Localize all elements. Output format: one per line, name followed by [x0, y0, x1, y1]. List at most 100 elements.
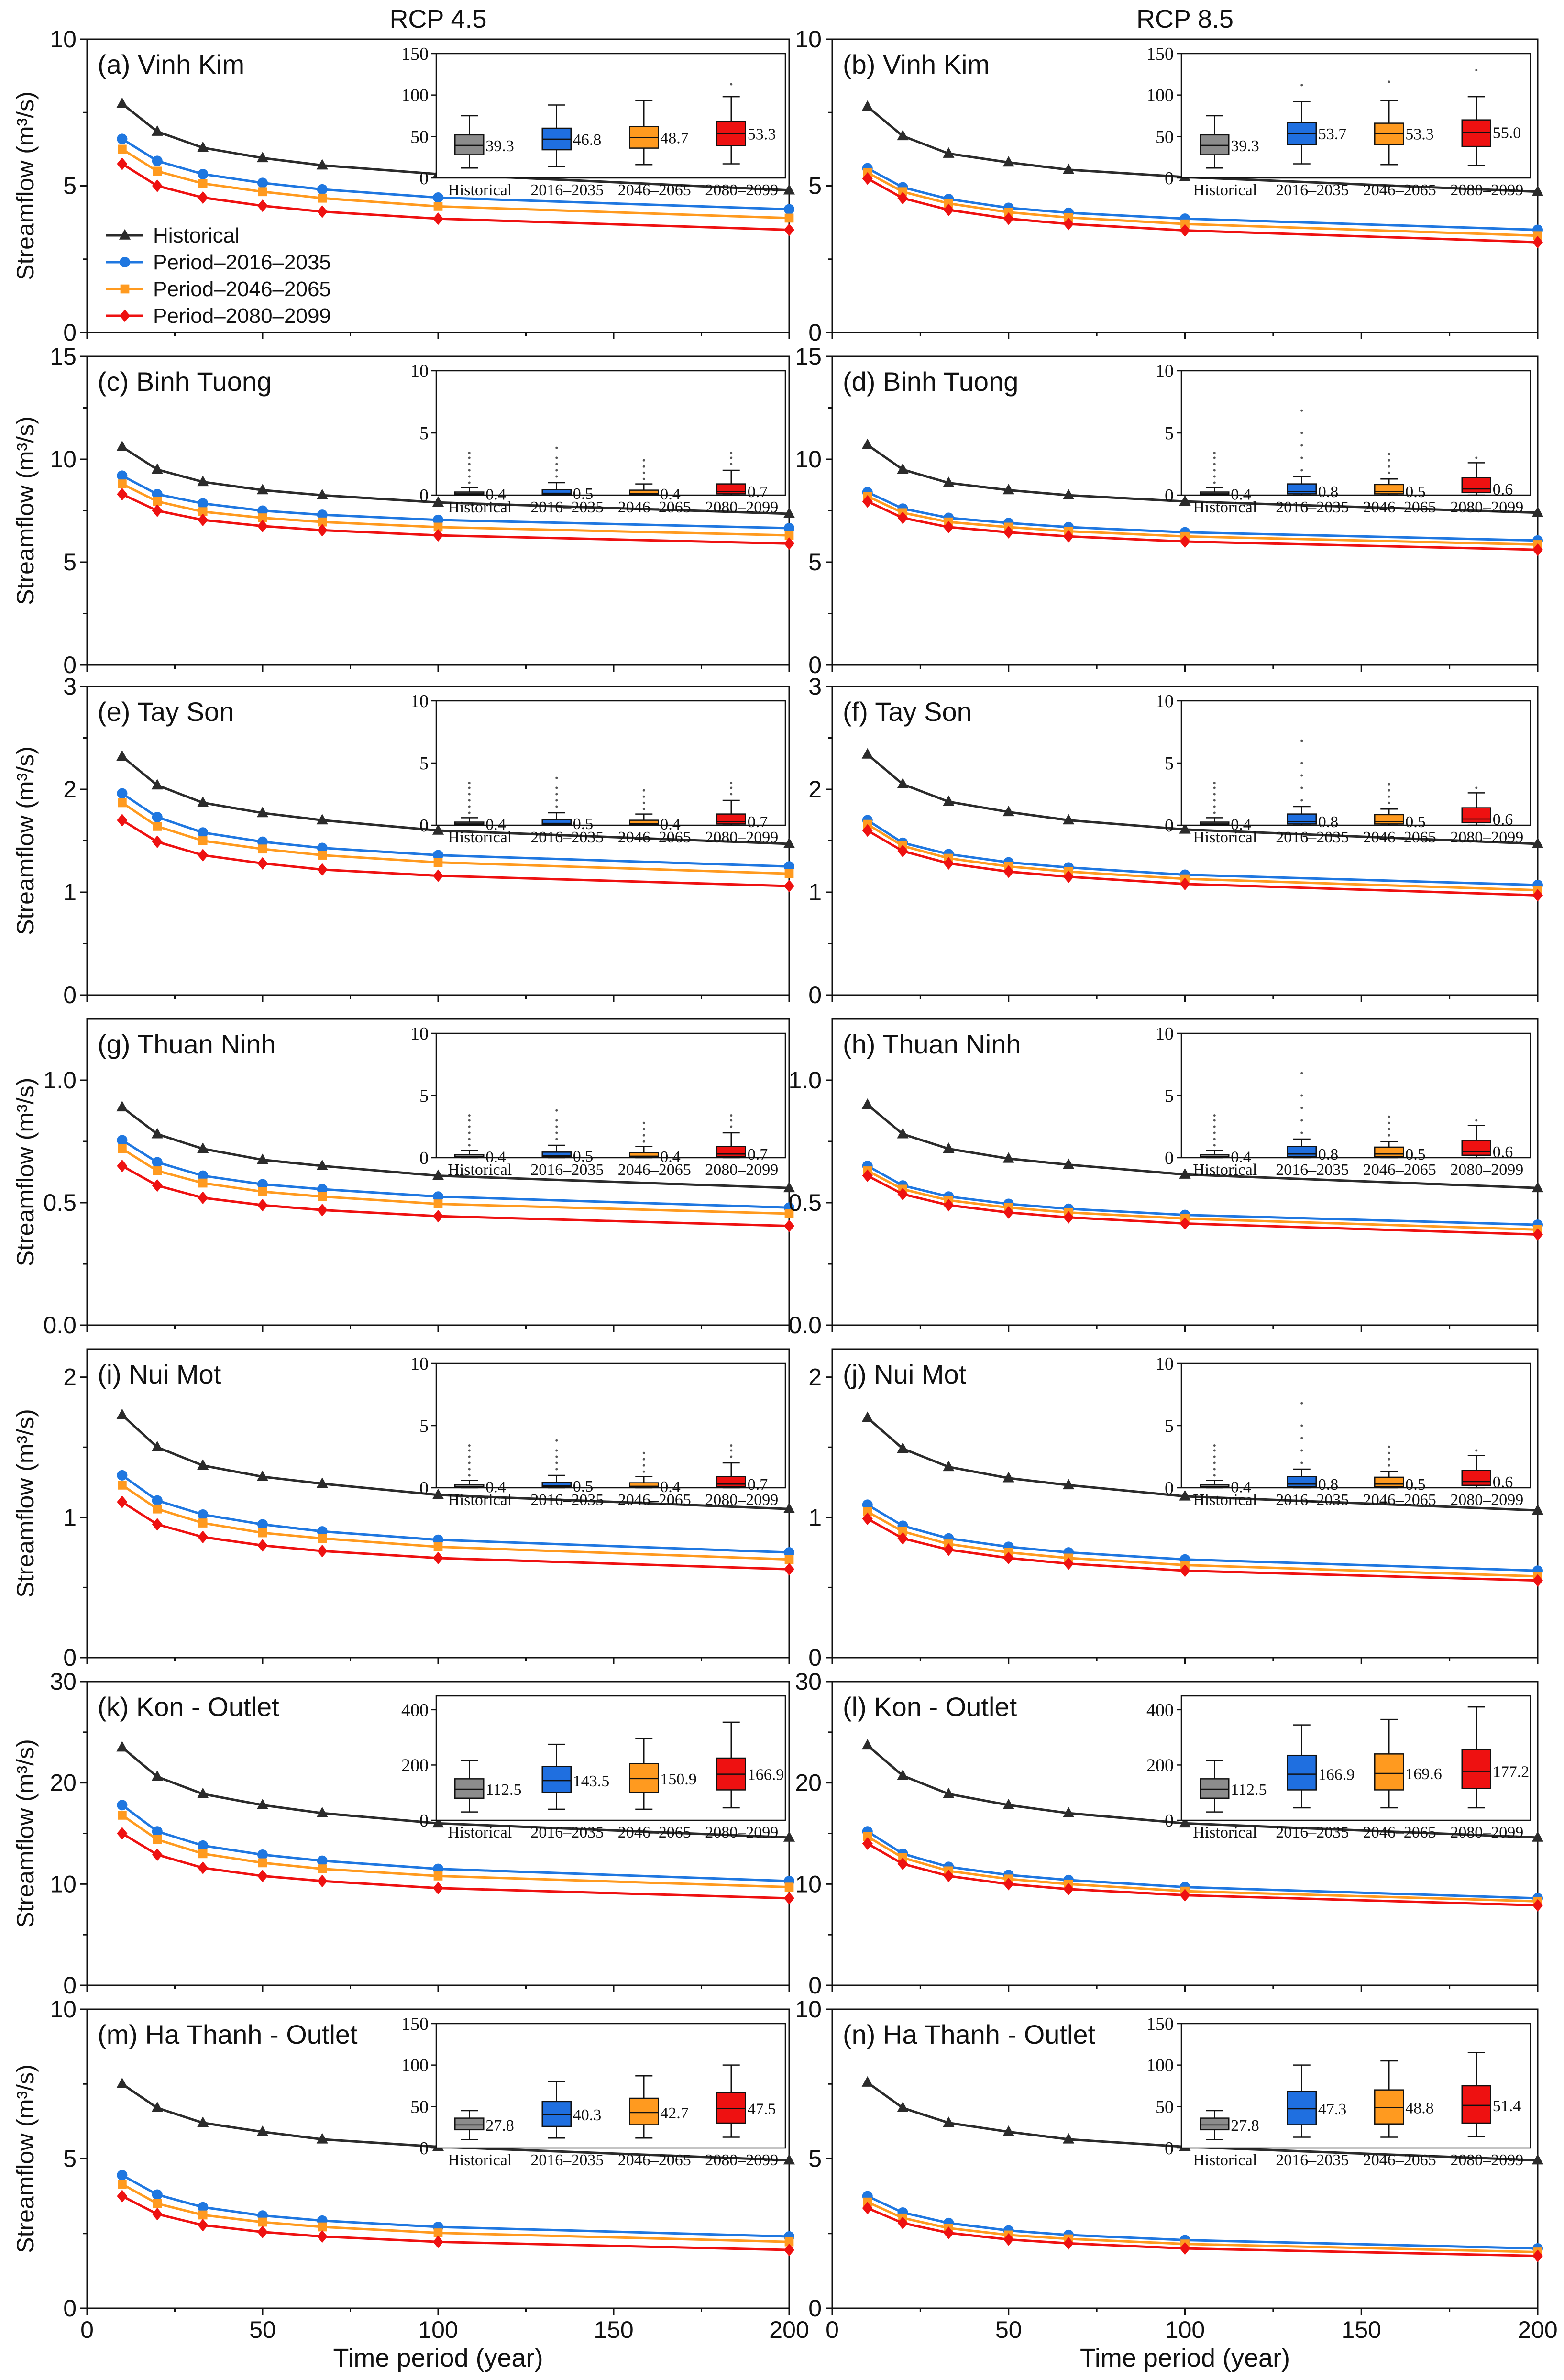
inset-boxplot: 05100.4Historical0.52016–20350.42046–206… — [410, 691, 786, 846]
box-body — [1287, 1476, 1317, 1487]
box-outlier — [730, 83, 733, 86]
inset-category-label: 2016–2035 — [530, 1824, 604, 1841]
period-2046-marker — [198, 1518, 208, 1528]
x-tick-label: 0 — [826, 2316, 839, 2343]
inset-boxplot: 0 200 400 112.5 Historical 143.5 2016–2035 150.… — [401, 1695, 786, 1841]
y-axis-label: Streamflow (m³/s) — [12, 1409, 39, 1597]
period-2080-marker — [784, 2243, 794, 2257]
box-median-label: 112.5 — [1231, 1781, 1267, 1799]
period-2080-marker — [198, 191, 209, 204]
historical-marker — [1179, 1168, 1191, 1179]
inset-category-label: 2046–2065 — [618, 1161, 691, 1179]
x-tick-label: 200 — [1518, 2316, 1557, 2343]
box-outlier — [730, 456, 733, 459]
box-median-label: 0.4 — [660, 486, 681, 503]
box-body — [1461, 2085, 1491, 2124]
period-2046-marker — [118, 1811, 127, 1820]
inset-y-tick-label: 150 — [1146, 2014, 1174, 2034]
historical-marker — [197, 476, 209, 487]
period-2080-marker — [897, 1532, 908, 1545]
box-outlier — [468, 1444, 471, 1447]
inset-category-label: Historical — [448, 498, 512, 516]
box-outlier — [642, 1458, 645, 1461]
box-outlier — [1388, 1445, 1390, 1448]
inset-category-label: Historical — [1193, 498, 1257, 516]
period-2080-marker — [1532, 2249, 1543, 2262]
inset-y-tick-label: 5 — [419, 753, 429, 774]
inset-y-tick-label: 0 — [1165, 816, 1174, 836]
box-outlier — [642, 471, 645, 474]
historical-marker — [1063, 1479, 1075, 1490]
period-2016-marker — [152, 2189, 163, 2200]
historical-marker — [1002, 156, 1014, 167]
period-2046-marker — [433, 2228, 443, 2237]
panel-label: (j) Nui Mot — [843, 1359, 967, 1389]
y-tick-label: 0 — [63, 982, 77, 1008]
period-2080-marker — [1063, 870, 1074, 883]
period-2046-marker — [433, 1871, 443, 1881]
historical-marker — [197, 1459, 209, 1470]
y-tick-label: 3 — [808, 673, 822, 700]
inset-category-label: 2016–2035 — [530, 1161, 604, 1179]
period-2016-marker — [117, 788, 128, 799]
box-outlier — [468, 452, 471, 454]
period-2046-marker — [1064, 213, 1073, 222]
historical-marker — [256, 1470, 269, 1481]
panel-space — [138, 2019, 145, 2049]
historical-marker — [897, 1769, 909, 1780]
period-2046-marker — [153, 497, 162, 506]
box-outlier — [555, 1461, 558, 1464]
panel-c: 0 5 10 15 Streamflow (m³/s) (c) Binh Tuong 0 5 1… — [12, 343, 795, 678]
historical-marker — [1002, 1799, 1014, 1810]
box-outlier — [1213, 805, 1216, 808]
period-2016-marker — [198, 498, 209, 509]
period-2046-marker — [318, 2222, 327, 2232]
panel-id: (f) — [843, 697, 868, 727]
period-2080-marker — [862, 1169, 873, 1182]
legend-label: Historical — [153, 224, 240, 247]
box-outlier — [1388, 1134, 1390, 1137]
inset-y-tick-label: 10 — [1156, 1354, 1174, 1374]
panel-id: (c) — [98, 366, 129, 397]
panel-h: 0.0 0.5 1.0 (h) Thuan Ninh 0 5 10 0.4Historical… — [788, 1018, 1544, 1339]
historical-marker — [1002, 1152, 1014, 1163]
x-tick-label: 150 — [1342, 2316, 1381, 2343]
x-tick-label: 100 — [1165, 2316, 1205, 2343]
inset-boxplot: 05100.4Historical0.52016–20350.42046–206… — [410, 1354, 786, 1509]
inset-boxplot: 0 200 400 112.5 Historical 166.9 2016–2035 169.… — [1146, 1695, 1531, 1841]
period-2080-marker — [117, 1160, 128, 1173]
inset-y-tick-label: 0 — [1165, 486, 1174, 506]
historical-marker — [943, 147, 955, 158]
box-outlier — [642, 808, 645, 810]
inset-category-label: 2016–2035 — [530, 1491, 604, 1509]
inset-y-tick-label: 50 — [410, 127, 429, 147]
period-2016-marker — [257, 1849, 268, 1860]
y-tick-label: 5 — [808, 173, 822, 199]
inset-y-tick-label: 10 — [410, 1354, 429, 1374]
box-body — [541, 489, 572, 495]
inset-category-label: 2046–2065 — [1363, 1824, 1436, 1841]
box-body — [1374, 814, 1404, 825]
period-2016-marker — [152, 812, 163, 823]
box-outlier — [1213, 1138, 1216, 1140]
box-outlier — [1388, 801, 1390, 804]
period-2080-marker — [943, 1543, 954, 1556]
y-tick-label: 10 — [795, 1871, 822, 1897]
y-tick-label: 5 — [63, 549, 77, 576]
y-axis-label: Streamflow (m³/s) — [12, 2064, 39, 2253]
inset-category-label: Historical — [448, 829, 512, 846]
y-tick-label: 3 — [63, 673, 77, 700]
box-outlier — [468, 805, 471, 808]
panel-id: (h) — [843, 1029, 875, 1059]
panel-space — [875, 366, 883, 397]
inset-y-tick-label: 0 — [1165, 1811, 1174, 1831]
historical-marker — [432, 824, 444, 835]
period-2080-marker — [257, 520, 268, 532]
box-median-label: 47.3 — [1318, 2101, 1347, 2118]
inset-category-label: Historical — [448, 1161, 512, 1179]
y-axis-label: Streamflow (m³/s) — [12, 746, 39, 935]
period-2080-marker — [257, 1539, 268, 1552]
box-outlier — [1475, 69, 1478, 72]
